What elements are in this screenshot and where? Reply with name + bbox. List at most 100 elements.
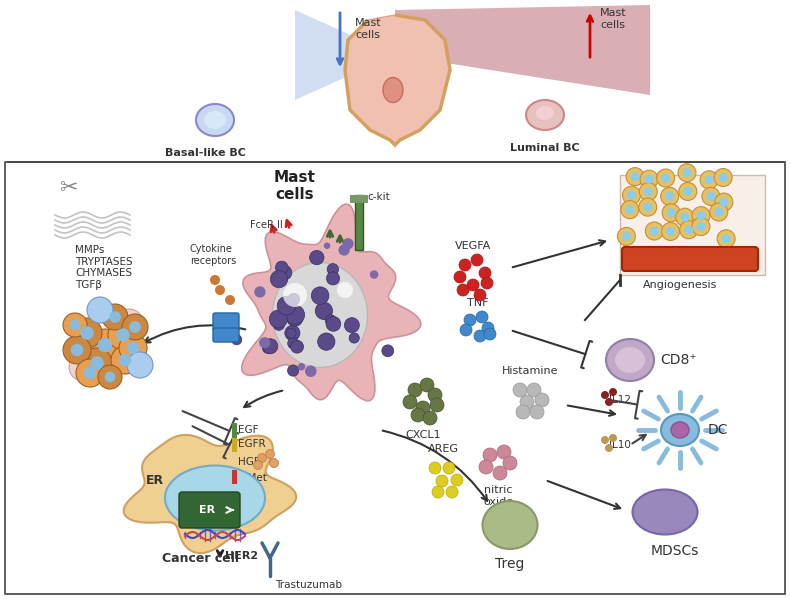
Circle shape bbox=[429, 462, 441, 474]
FancyBboxPatch shape bbox=[213, 328, 239, 342]
Circle shape bbox=[312, 287, 329, 304]
Circle shape bbox=[719, 173, 728, 182]
Circle shape bbox=[80, 326, 94, 340]
Circle shape bbox=[63, 313, 87, 337]
Text: Mast
cells: Mast cells bbox=[355, 18, 381, 40]
Circle shape bbox=[316, 302, 332, 320]
Polygon shape bbox=[295, 10, 395, 100]
Ellipse shape bbox=[483, 501, 538, 549]
Circle shape bbox=[90, 356, 104, 370]
Circle shape bbox=[89, 329, 121, 361]
Circle shape bbox=[232, 335, 242, 345]
Circle shape bbox=[601, 391, 609, 399]
Text: HGF: HGF bbox=[238, 457, 259, 467]
Circle shape bbox=[72, 318, 102, 348]
Circle shape bbox=[119, 353, 131, 366]
Circle shape bbox=[535, 393, 549, 407]
Circle shape bbox=[679, 221, 698, 239]
Circle shape bbox=[467, 279, 479, 291]
Circle shape bbox=[706, 192, 715, 201]
Circle shape bbox=[288, 365, 299, 376]
Circle shape bbox=[423, 411, 437, 425]
Circle shape bbox=[115, 309, 143, 337]
Circle shape bbox=[298, 363, 305, 370]
Text: MDSCs: MDSCs bbox=[651, 544, 699, 558]
FancyBboxPatch shape bbox=[179, 492, 240, 528]
Circle shape bbox=[715, 193, 732, 211]
Circle shape bbox=[479, 460, 493, 474]
Circle shape bbox=[605, 398, 613, 406]
Ellipse shape bbox=[633, 490, 698, 535]
Circle shape bbox=[649, 227, 659, 236]
Circle shape bbox=[98, 338, 112, 352]
Circle shape bbox=[661, 223, 679, 241]
Text: VEGFA: VEGFA bbox=[455, 241, 491, 251]
Text: CD8⁺: CD8⁺ bbox=[660, 353, 697, 367]
Circle shape bbox=[84, 367, 97, 379]
Text: HER2: HER2 bbox=[225, 551, 258, 561]
Circle shape bbox=[253, 461, 263, 469]
Circle shape bbox=[102, 304, 128, 330]
Text: c-kit: c-kit bbox=[367, 192, 390, 202]
Text: EGFR: EGFR bbox=[238, 439, 266, 449]
Circle shape bbox=[225, 295, 235, 305]
Ellipse shape bbox=[273, 263, 368, 367]
Circle shape bbox=[288, 293, 300, 305]
Bar bbox=[232, 423, 237, 441]
Circle shape bbox=[483, 448, 497, 462]
Circle shape bbox=[520, 395, 534, 409]
Circle shape bbox=[683, 168, 691, 177]
Text: AREG: AREG bbox=[427, 444, 459, 454]
Circle shape bbox=[122, 314, 148, 340]
Text: Cancer cell: Cancer cell bbox=[161, 552, 239, 565]
Circle shape bbox=[269, 310, 287, 328]
Ellipse shape bbox=[615, 347, 645, 373]
Circle shape bbox=[661, 173, 670, 182]
Circle shape bbox=[104, 371, 115, 382]
Circle shape bbox=[451, 474, 463, 486]
Text: CXCL1: CXCL1 bbox=[405, 430, 441, 440]
Circle shape bbox=[679, 182, 697, 200]
Circle shape bbox=[263, 343, 273, 353]
Circle shape bbox=[464, 314, 476, 326]
Text: Basal-like BC: Basal-like BC bbox=[165, 148, 245, 158]
Circle shape bbox=[111, 346, 139, 374]
Circle shape bbox=[119, 334, 147, 362]
Circle shape bbox=[692, 218, 710, 236]
Circle shape bbox=[683, 187, 692, 196]
Bar bbox=[355, 195, 363, 250]
Text: nitric
oxide: nitric oxide bbox=[483, 485, 513, 506]
Circle shape bbox=[432, 486, 444, 498]
Circle shape bbox=[69, 353, 97, 381]
Circle shape bbox=[349, 333, 359, 343]
Polygon shape bbox=[345, 15, 450, 145]
Circle shape bbox=[411, 408, 425, 422]
Circle shape bbox=[503, 456, 517, 470]
Circle shape bbox=[446, 486, 458, 498]
Circle shape bbox=[618, 227, 635, 245]
Text: Angiogenesis: Angiogenesis bbox=[643, 280, 717, 290]
Circle shape bbox=[258, 454, 267, 463]
Circle shape bbox=[288, 338, 299, 349]
Circle shape bbox=[640, 170, 658, 188]
Circle shape bbox=[627, 191, 636, 200]
Circle shape bbox=[283, 283, 307, 307]
Circle shape bbox=[275, 261, 288, 274]
Ellipse shape bbox=[165, 466, 265, 530]
Circle shape bbox=[626, 205, 634, 214]
Circle shape bbox=[273, 319, 285, 331]
Polygon shape bbox=[123, 435, 296, 553]
Circle shape bbox=[476, 311, 488, 323]
Text: IL12: IL12 bbox=[609, 395, 631, 405]
Circle shape bbox=[721, 234, 731, 243]
Circle shape bbox=[710, 203, 728, 221]
Circle shape bbox=[305, 365, 316, 377]
Circle shape bbox=[278, 265, 292, 280]
Text: DC: DC bbox=[708, 423, 729, 437]
Circle shape bbox=[692, 206, 710, 224]
Text: MMPs
TRYPTASES
CHYMASES
TGFβ: MMPs TRYPTASES CHYMASES TGFβ bbox=[75, 245, 133, 290]
Ellipse shape bbox=[671, 422, 689, 438]
Circle shape bbox=[644, 187, 653, 196]
Circle shape bbox=[327, 263, 339, 275]
Circle shape bbox=[370, 271, 378, 279]
